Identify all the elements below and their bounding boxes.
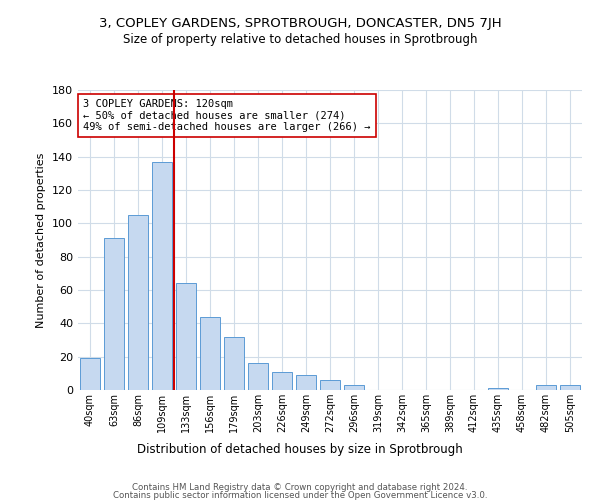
Bar	[320, 380, 340, 390]
Bar	[560, 385, 580, 390]
Bar	[248, 364, 268, 390]
Text: 3, COPLEY GARDENS, SPROTBROUGH, DONCASTER, DN5 7JH: 3, COPLEY GARDENS, SPROTBROUGH, DONCASTE…	[98, 18, 502, 30]
Bar	[296, 375, 316, 390]
Bar	[152, 162, 172, 390]
Text: Contains public sector information licensed under the Open Government Licence v3: Contains public sector information licen…	[113, 491, 487, 500]
Text: 3 COPLEY GARDENS: 120sqm
← 50% of detached houses are smaller (274)
49% of semi-: 3 COPLEY GARDENS: 120sqm ← 50% of detach…	[83, 99, 371, 132]
Bar	[488, 388, 508, 390]
Bar	[200, 316, 220, 390]
Y-axis label: Number of detached properties: Number of detached properties	[37, 152, 46, 328]
Bar	[176, 284, 196, 390]
Bar	[344, 385, 364, 390]
Bar	[104, 238, 124, 390]
Text: Distribution of detached houses by size in Sprotbrough: Distribution of detached houses by size …	[137, 442, 463, 456]
Bar	[272, 372, 292, 390]
Text: Size of property relative to detached houses in Sprotbrough: Size of property relative to detached ho…	[123, 32, 477, 46]
Text: Contains HM Land Registry data © Crown copyright and database right 2024.: Contains HM Land Registry data © Crown c…	[132, 482, 468, 492]
Bar	[536, 385, 556, 390]
Bar	[224, 336, 244, 390]
Bar	[128, 215, 148, 390]
Bar	[80, 358, 100, 390]
